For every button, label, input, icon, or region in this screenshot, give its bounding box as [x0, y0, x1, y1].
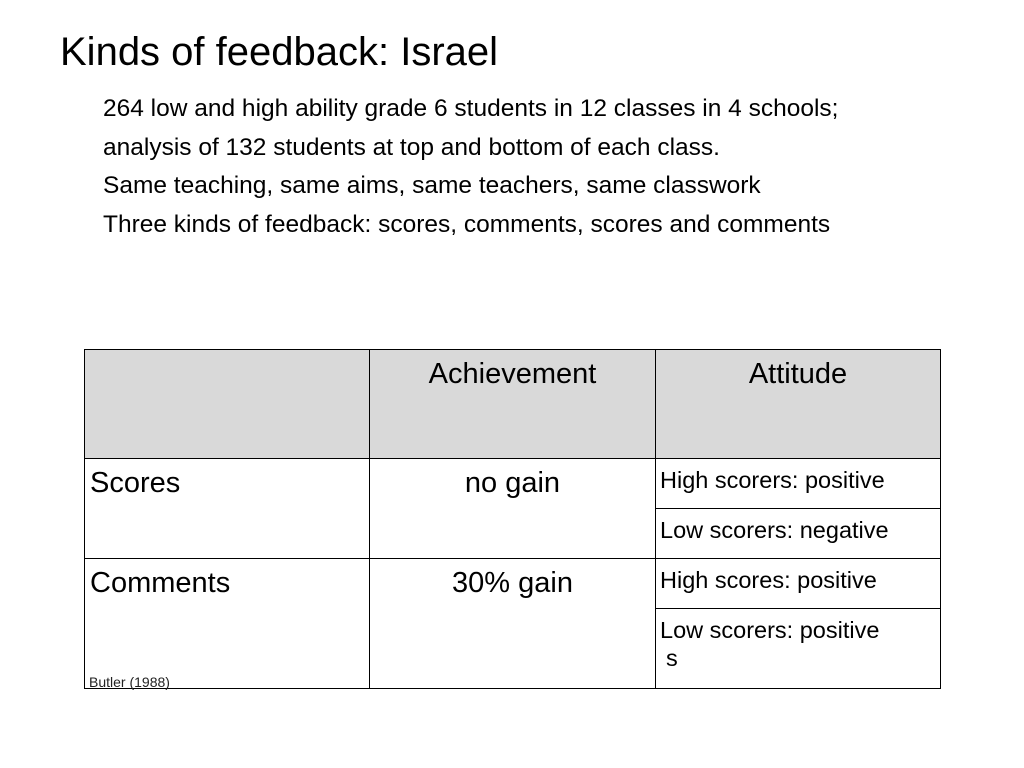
header-corner-cell: [84, 349, 370, 459]
results-table: Achievement Attitude Scores no gain High…: [84, 349, 941, 689]
slide-title: Kinds of feedback: Israel: [60, 30, 499, 74]
table-row-scores-sub: Low scorers: negative: [85, 508, 941, 559]
body-paragraph-same-conditions: Same teaching, same aims, same teachers,…: [103, 172, 761, 199]
table-row-comments: Comments 30% gain High scores: positive: [84, 558, 941, 689]
attitude-comments-low-cell: Low scorers: positive s: [655, 608, 941, 689]
attitude-scores-high: High scorers: positive: [655, 458, 941, 509]
achievement-scores: no gain: [369, 458, 656, 559]
table-header-row: Achievement Attitude: [84, 349, 941, 459]
header-attitude: Attitude: [655, 349, 941, 459]
attitude-comments-high: High scores: positive: [655, 558, 941, 609]
row-label-scores: Scores: [84, 458, 370, 559]
row-label-comments: Comments: [84, 558, 370, 689]
attitude-scores-low: Low scorers: negative: [655, 508, 941, 559]
table-row-comments-sub: Low scorers: positive s: [85, 608, 941, 689]
achievement-comments: 30% gain: [369, 558, 656, 689]
citation: Butler (1988): [89, 674, 170, 690]
slide-body: 264 low and high ability grade 6 student…: [103, 90, 903, 244]
body-paragraph-study-sample: 264 low and high ability grade 6 student…: [103, 95, 839, 161]
attitude-comments-low-wrap: s: [666, 645, 678, 671]
body-paragraph-feedback-kinds: Three kinds of feedback: scores, comment…: [103, 210, 831, 238]
table-row-scores: Scores no gain High scorers: positive: [84, 458, 941, 559]
results-table-container: Achievement Attitude Scores no gain High…: [84, 349, 941, 689]
attitude-comments-low: Low scorers: positive: [660, 617, 880, 643]
header-achievement: Achievement: [369, 349, 656, 459]
